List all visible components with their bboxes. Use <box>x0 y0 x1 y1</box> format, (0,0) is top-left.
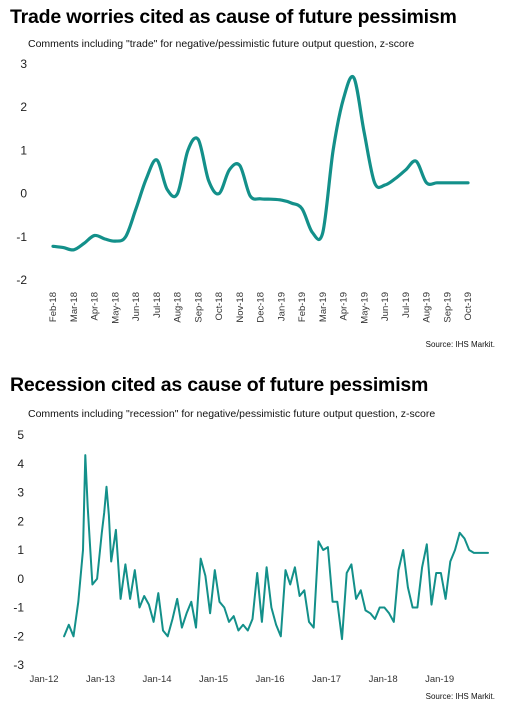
y-tick-label: 4 <box>17 457 24 471</box>
y-tick-label: 1 <box>20 143 27 157</box>
recession-series-line <box>63 454 489 641</box>
x-tick-label: Jan-16 <box>256 674 285 685</box>
source-note: Source: IHS Markit. <box>425 340 495 349</box>
y-tick-label: -1 <box>16 230 27 244</box>
trade-line-chart: 3 2 1 0 -1 -2 Feb-18 Mar-18 Apr-18 May-18 Jun-18 Ju… <box>16 57 474 324</box>
y-tick-label: 1 <box>17 543 24 557</box>
x-tick-label: Mar-18 <box>69 292 80 322</box>
x-tick-label: Apr-19 <box>339 292 350 321</box>
y-tick-label: -2 <box>13 629 24 643</box>
x-tick-label: Jul-19 <box>401 292 412 318</box>
x-tick-label: Jun-18 <box>131 292 142 321</box>
x-tick-label: Jan-15 <box>199 674 228 685</box>
x-tick-label: Jan-18 <box>369 674 398 685</box>
x-tick-label: May-18 <box>110 292 121 324</box>
y-tick-label: 5 <box>17 428 24 442</box>
chart-title: Recession cited as cause of future pessi… <box>10 374 429 396</box>
x-tick-label: Jan-19 <box>425 674 454 685</box>
y-tick-label: 0 <box>17 572 24 586</box>
y-tick-label: 2 <box>20 100 27 114</box>
source-note: Source: IHS Markit. <box>425 692 495 701</box>
x-tick-label: Dec-18 <box>256 292 267 323</box>
trade-series-line <box>51 74 470 252</box>
recession-line-chart: 5 4 3 2 1 0 -1 -2 -3 Jan-12 Jan-13 Jan-14 Jan-15 Jan-… <box>13 428 489 685</box>
y-tick-label: 0 <box>20 187 27 201</box>
x-tick-label: Sep-18 <box>193 292 204 323</box>
x-tick-label: Oct-18 <box>214 292 225 321</box>
x-tick-label: Jul-18 <box>152 292 163 318</box>
x-tick-label: Apr-18 <box>90 292 101 321</box>
x-tick-label: Jan-14 <box>143 674 172 685</box>
y-tick-label: 3 <box>20 57 27 71</box>
y-tick-label: -1 <box>13 601 24 615</box>
x-tick-label: Aug-18 <box>173 292 184 323</box>
x-tick-label: Sep-19 <box>442 292 453 323</box>
x-tick-label: Mar-19 <box>318 292 329 322</box>
x-tick-label: Jan-12 <box>29 674 58 685</box>
chart-title: Trade worries cited as cause of future p… <box>10 6 457 28</box>
y-tick-label: 3 <box>17 486 24 500</box>
x-tick-label: Feb-19 <box>297 292 308 322</box>
x-tick-label: Nov-18 <box>235 292 246 323</box>
chart-subtitle: Comments including "trade" for negative/… <box>28 38 415 50</box>
x-tick-label: Aug-19 <box>422 292 433 323</box>
y-tick-label: -2 <box>16 273 27 287</box>
x-tick-label: Oct-19 <box>463 292 474 321</box>
x-tick-label: Feb-18 <box>48 292 59 322</box>
y-tick-label: 2 <box>17 514 24 528</box>
x-tick-label: Jan-13 <box>86 674 115 685</box>
x-tick-label: Jun-19 <box>380 292 391 321</box>
x-tick-label: May-19 <box>359 292 370 324</box>
y-tick-label: -3 <box>13 658 24 672</box>
x-tick-label: Jan-17 <box>312 674 341 685</box>
chart-subtitle: Comments including "recession" for negat… <box>28 408 436 420</box>
x-tick-label: Jan-19 <box>276 292 287 321</box>
